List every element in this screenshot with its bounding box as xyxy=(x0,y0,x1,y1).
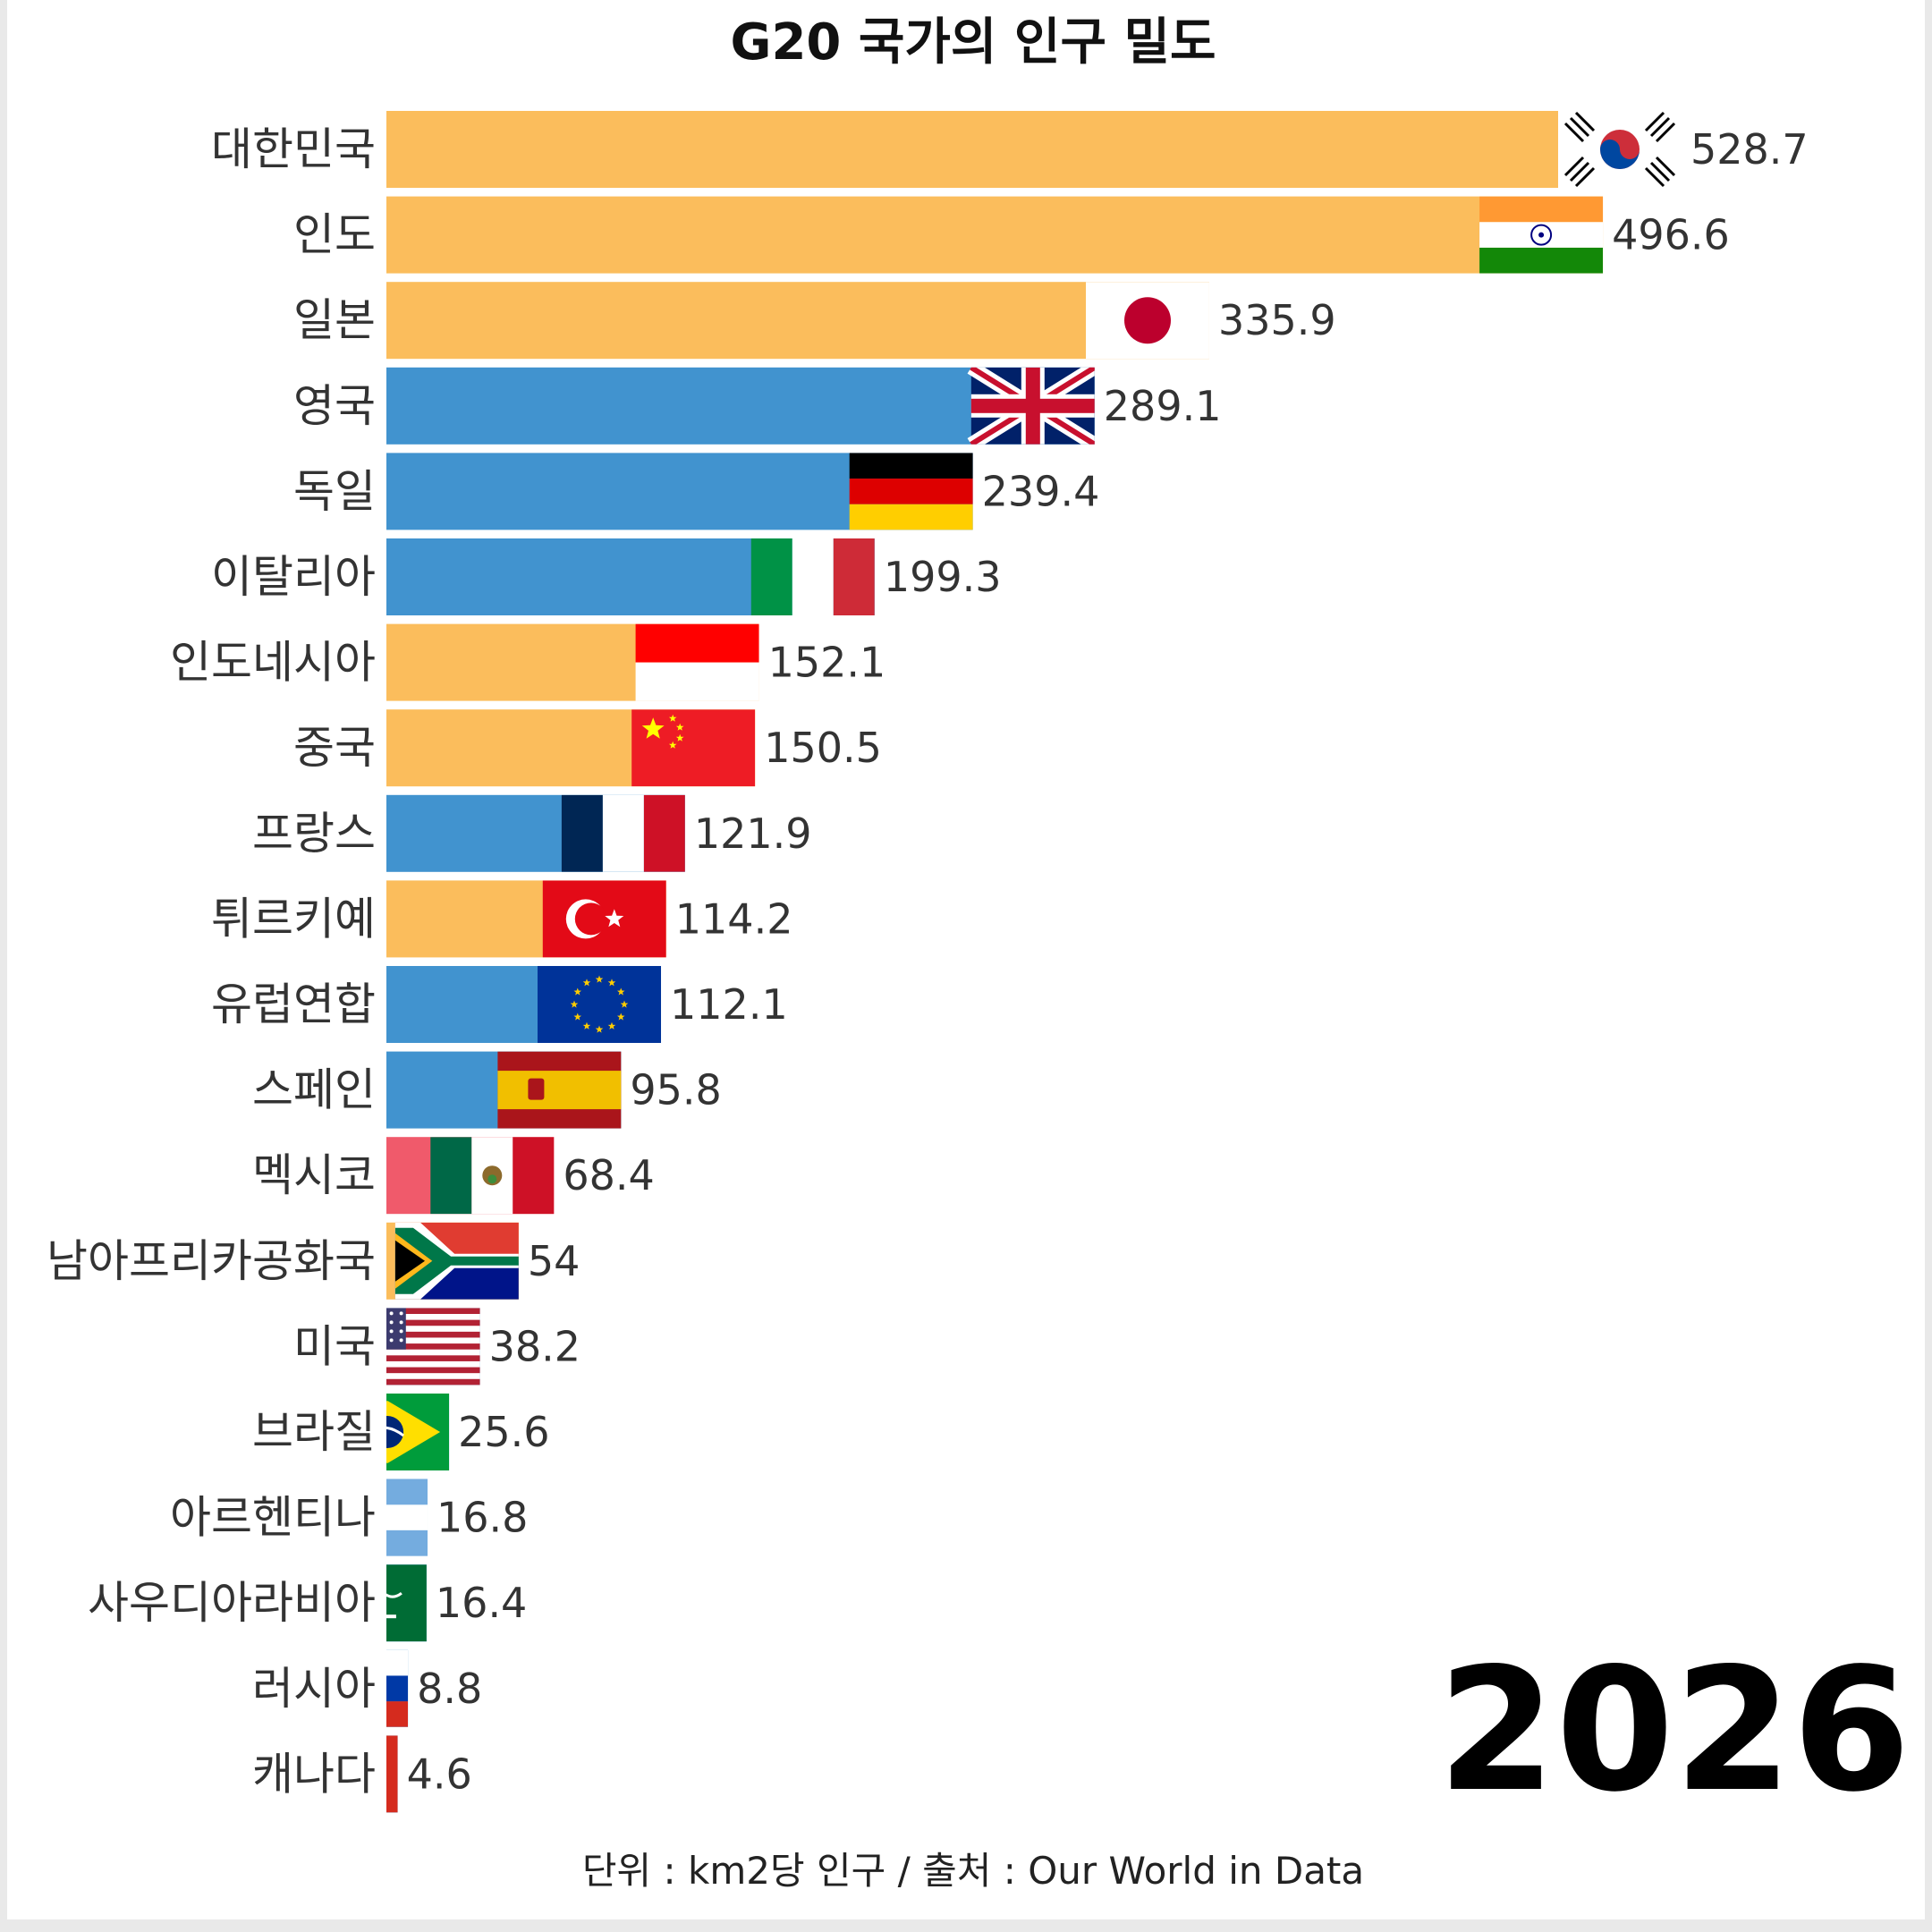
value-label: 496.6 xyxy=(1612,211,1730,259)
value-label: 25.6 xyxy=(458,1408,549,1456)
category-label: 스페인 xyxy=(252,1064,376,1116)
bar-chart: G20 국가의 인구 밀도 대한민국 528.7 인도 496.6 일본 335.9 영국 2… xyxy=(47,13,1911,1893)
category-label: 아르헨티나 xyxy=(170,1492,376,1544)
category-label: 이탈리아 xyxy=(211,551,376,603)
category-label: 러시아 xyxy=(252,1663,376,1715)
china-flag-icon xyxy=(631,709,756,787)
bar-row: 사우디아라비아 16.4 xyxy=(88,1564,527,1642)
bar-row: 인도네시아 152.1 xyxy=(170,623,886,701)
value-label: 54 xyxy=(528,1237,580,1285)
turkey-flag-icon xyxy=(542,880,666,958)
value-label: 239.4 xyxy=(982,467,1100,515)
bar-row: 일본 335.9 xyxy=(293,282,1336,360)
bar-row: 미국 38.2 xyxy=(293,1308,580,1385)
uk-flag-icon xyxy=(967,367,1095,445)
south-africa-flag-icon xyxy=(394,1222,519,1300)
italy-flag-icon xyxy=(750,538,875,615)
russia-flag-icon xyxy=(386,1649,409,1727)
category-label: 사우디아라비아 xyxy=(88,1577,376,1629)
bars-layer: 대한민국 528.7 인도 496.6 일본 335.9 영국 289.1 독일 239.4 이탈리… xyxy=(47,111,1809,1813)
category-label: 인도네시아 xyxy=(170,637,376,689)
value-label: 95.8 xyxy=(630,1066,721,1114)
bar-row: 남아프리카공화국 54 xyxy=(47,1222,580,1300)
value-label: 38.2 xyxy=(489,1322,580,1370)
category-label: 중국 xyxy=(293,722,376,774)
value-label: 121.9 xyxy=(694,809,812,858)
category-label: 미국 xyxy=(293,1320,376,1372)
bar-row: 튀르키예 114.2 xyxy=(211,880,793,958)
usa-flag-icon xyxy=(386,1308,480,1385)
value-label: 152.1 xyxy=(768,639,886,687)
value-label: 16.4 xyxy=(436,1579,527,1627)
bar xyxy=(386,282,1209,360)
bar-row: 영국 289.1 xyxy=(293,367,1222,445)
category-label: 유럽연합 xyxy=(211,979,376,1030)
bar-row: 프랑스 121.9 xyxy=(252,794,812,872)
chart-title: G20 국가의 인구 밀도 xyxy=(730,13,1216,72)
india-flag-icon xyxy=(1479,196,1604,274)
argentina-flag-icon xyxy=(386,1479,428,1556)
bar-row: 대한민국 528.7 xyxy=(211,111,1809,188)
bar-row: 캐나다 4.6 xyxy=(252,1735,472,1813)
spain-flag-icon xyxy=(497,1051,622,1129)
value-label: 112.1 xyxy=(670,980,788,1029)
value-label: 150.5 xyxy=(764,724,882,772)
canada-flag-icon xyxy=(386,1735,398,1813)
bar-row: 스페인 95.8 xyxy=(252,1051,722,1129)
bar-row: 러시아 8.8 xyxy=(252,1649,482,1727)
saudi-arabia-flag-icon xyxy=(386,1564,427,1642)
chart-frame: G20 국가의 인구 밀도 대한민국 528.7 인도 496.6 일본 335.9 영국 2… xyxy=(7,0,1925,1919)
value-label: 528.7 xyxy=(1690,125,1809,174)
category-label: 인도 xyxy=(293,209,376,261)
bar-row: 독일 239.4 xyxy=(293,453,1099,530)
brazil-flag-icon xyxy=(386,1394,450,1470)
bar xyxy=(386,196,1604,274)
bar xyxy=(386,111,1682,188)
value-label: 335.9 xyxy=(1218,296,1336,344)
value-label: 4.6 xyxy=(407,1750,472,1798)
value-label: 68.4 xyxy=(563,1151,654,1199)
value-label: 199.3 xyxy=(884,553,1002,601)
bar-row: 중국 150.5 xyxy=(293,709,882,787)
category-label: 브라질 xyxy=(252,1406,376,1458)
japan-flag-icon xyxy=(1086,282,1209,360)
mexico-flag-icon xyxy=(430,1137,555,1215)
bar-row: 멕시코 68.4 xyxy=(252,1137,655,1215)
bar-row: 아르헨티나 16.8 xyxy=(170,1479,528,1556)
germany-flag-icon xyxy=(849,453,973,530)
category-label: 멕시코 xyxy=(252,1149,376,1201)
indonesia-flag-icon xyxy=(635,623,759,701)
category-label: 일본 xyxy=(293,294,376,346)
eu-flag-icon xyxy=(538,966,661,1043)
year-label: 2026 xyxy=(1437,1631,1911,1829)
bar-row: 브라질 25.6 xyxy=(252,1394,550,1470)
category-label: 튀르키예 xyxy=(211,893,376,945)
bar-row: 유럽연합 112.1 xyxy=(211,966,788,1043)
value-label: 16.8 xyxy=(436,1494,528,1542)
category-label: 캐나다 xyxy=(252,1748,376,1800)
category-label: 남아프리카공화국 xyxy=(47,1235,376,1287)
value-label: 289.1 xyxy=(1104,382,1222,430)
category-label: 영국 xyxy=(293,380,376,432)
category-label: 대한민국 xyxy=(211,123,376,175)
category-label: 프랑스 xyxy=(252,808,376,860)
category-label: 독일 xyxy=(293,465,376,517)
value-label: 8.8 xyxy=(417,1665,482,1713)
value-label: 114.2 xyxy=(675,894,793,943)
bar-row: 이탈리아 199.3 xyxy=(211,538,1002,615)
south-korea-flag-icon xyxy=(1558,111,1682,188)
footer-source: 단위 : km2당 인구 / 출처 : Our World in Data xyxy=(582,1849,1364,1893)
france-flag-icon xyxy=(561,794,685,872)
bar-row: 인도 496.6 xyxy=(293,196,1730,274)
